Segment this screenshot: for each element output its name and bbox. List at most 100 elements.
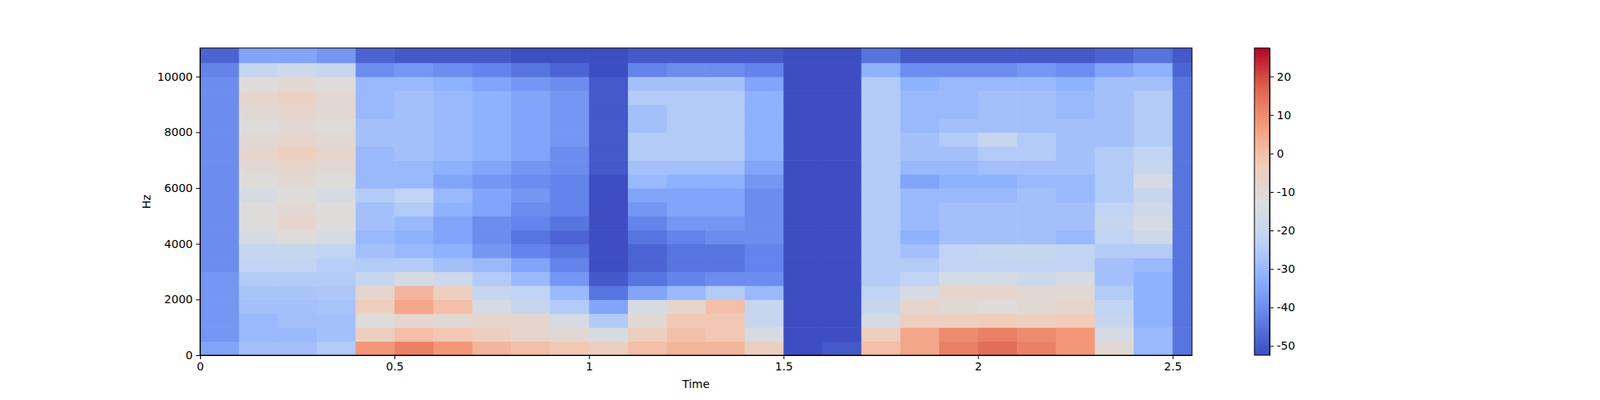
cell: [1056, 174, 1096, 189]
cell: [978, 341, 1018, 356]
cell: [472, 216, 512, 231]
cell: [744, 285, 784, 300]
cell: [1016, 118, 1056, 133]
cell: [433, 62, 473, 77]
cell: [511, 216, 551, 231]
cell: [1094, 257, 1134, 272]
cell: [239, 132, 279, 147]
cell: [394, 76, 434, 92]
cell: [356, 160, 396, 175]
cell: [900, 244, 940, 259]
cell: [200, 299, 240, 314]
cell: [394, 327, 434, 342]
cell: [783, 90, 823, 105]
cell: [356, 174, 396, 189]
cell: [550, 285, 590, 300]
cell: [783, 118, 823, 133]
cell: [705, 160, 745, 175]
cell: [667, 201, 707, 216]
tick-mark: [783, 355, 784, 360]
cell: [277, 201, 317, 216]
cell: [433, 299, 473, 314]
cell: [1172, 285, 1192, 300]
cell: [472, 146, 512, 161]
cell: [200, 174, 240, 189]
cell: [1016, 62, 1056, 77]
cell: [705, 229, 745, 244]
cell: [900, 62, 940, 77]
cell: [394, 285, 434, 300]
cell: [783, 104, 823, 120]
cell: [667, 216, 707, 231]
cell: [550, 48, 590, 64]
cell: [822, 216, 862, 231]
cell: [588, 160, 628, 175]
cell: [1094, 229, 1134, 244]
cell: [356, 244, 396, 259]
cell: [783, 188, 823, 203]
cell: [433, 48, 473, 64]
cell: [667, 132, 707, 147]
cell: [744, 146, 784, 161]
cell: [588, 62, 628, 77]
cell: [239, 257, 279, 272]
cell: [356, 118, 396, 133]
cell: [822, 48, 862, 64]
cell: [550, 244, 590, 259]
cell: [550, 299, 590, 314]
cell: [705, 188, 745, 203]
cell: [588, 104, 628, 120]
cell: [316, 174, 356, 189]
cell: [277, 90, 317, 105]
cell: [356, 146, 396, 161]
cell: [433, 146, 473, 161]
cell: [277, 216, 317, 231]
cell: [900, 201, 940, 216]
cell: [1016, 257, 1056, 272]
cell: [744, 174, 784, 189]
tick-mark: [1269, 230, 1274, 232]
cell: [1016, 244, 1056, 259]
cell: [239, 118, 279, 133]
cell: [939, 146, 979, 161]
cell: [667, 48, 707, 64]
cell: [939, 48, 979, 64]
cell: [394, 201, 434, 216]
cell: [1133, 188, 1173, 203]
cell: [822, 132, 862, 147]
cell: [472, 201, 512, 216]
cell: [588, 313, 628, 328]
cell: [939, 285, 979, 300]
cell: [316, 244, 356, 259]
cell: [511, 160, 551, 175]
cell: [1094, 244, 1134, 259]
cell: [1094, 299, 1134, 314]
cell: [783, 272, 823, 287]
cell: [900, 272, 940, 287]
cell: [861, 272, 901, 287]
cell: [511, 299, 551, 314]
cell: [900, 76, 940, 92]
cell: [1056, 188, 1096, 203]
cell: [433, 118, 473, 133]
tick-label: -20: [1276, 224, 1296, 237]
colorbar-frame: [1254, 48, 1270, 356]
cell: [705, 341, 745, 356]
tick-mark: [394, 355, 396, 360]
cell: [1016, 299, 1056, 314]
cell: [1133, 118, 1173, 133]
cell: [1172, 313, 1192, 328]
cell: [1094, 146, 1134, 161]
cell: [1133, 160, 1173, 175]
cell: [1133, 341, 1173, 356]
cell: [511, 201, 551, 216]
tick-label: 2000: [164, 292, 193, 306]
cell: [550, 132, 590, 147]
cell: [667, 257, 707, 272]
cell: [394, 90, 434, 105]
cell: [200, 90, 240, 105]
cell: [900, 327, 940, 342]
cell: [628, 201, 668, 216]
cell: [1056, 244, 1096, 259]
cell: [316, 76, 356, 92]
